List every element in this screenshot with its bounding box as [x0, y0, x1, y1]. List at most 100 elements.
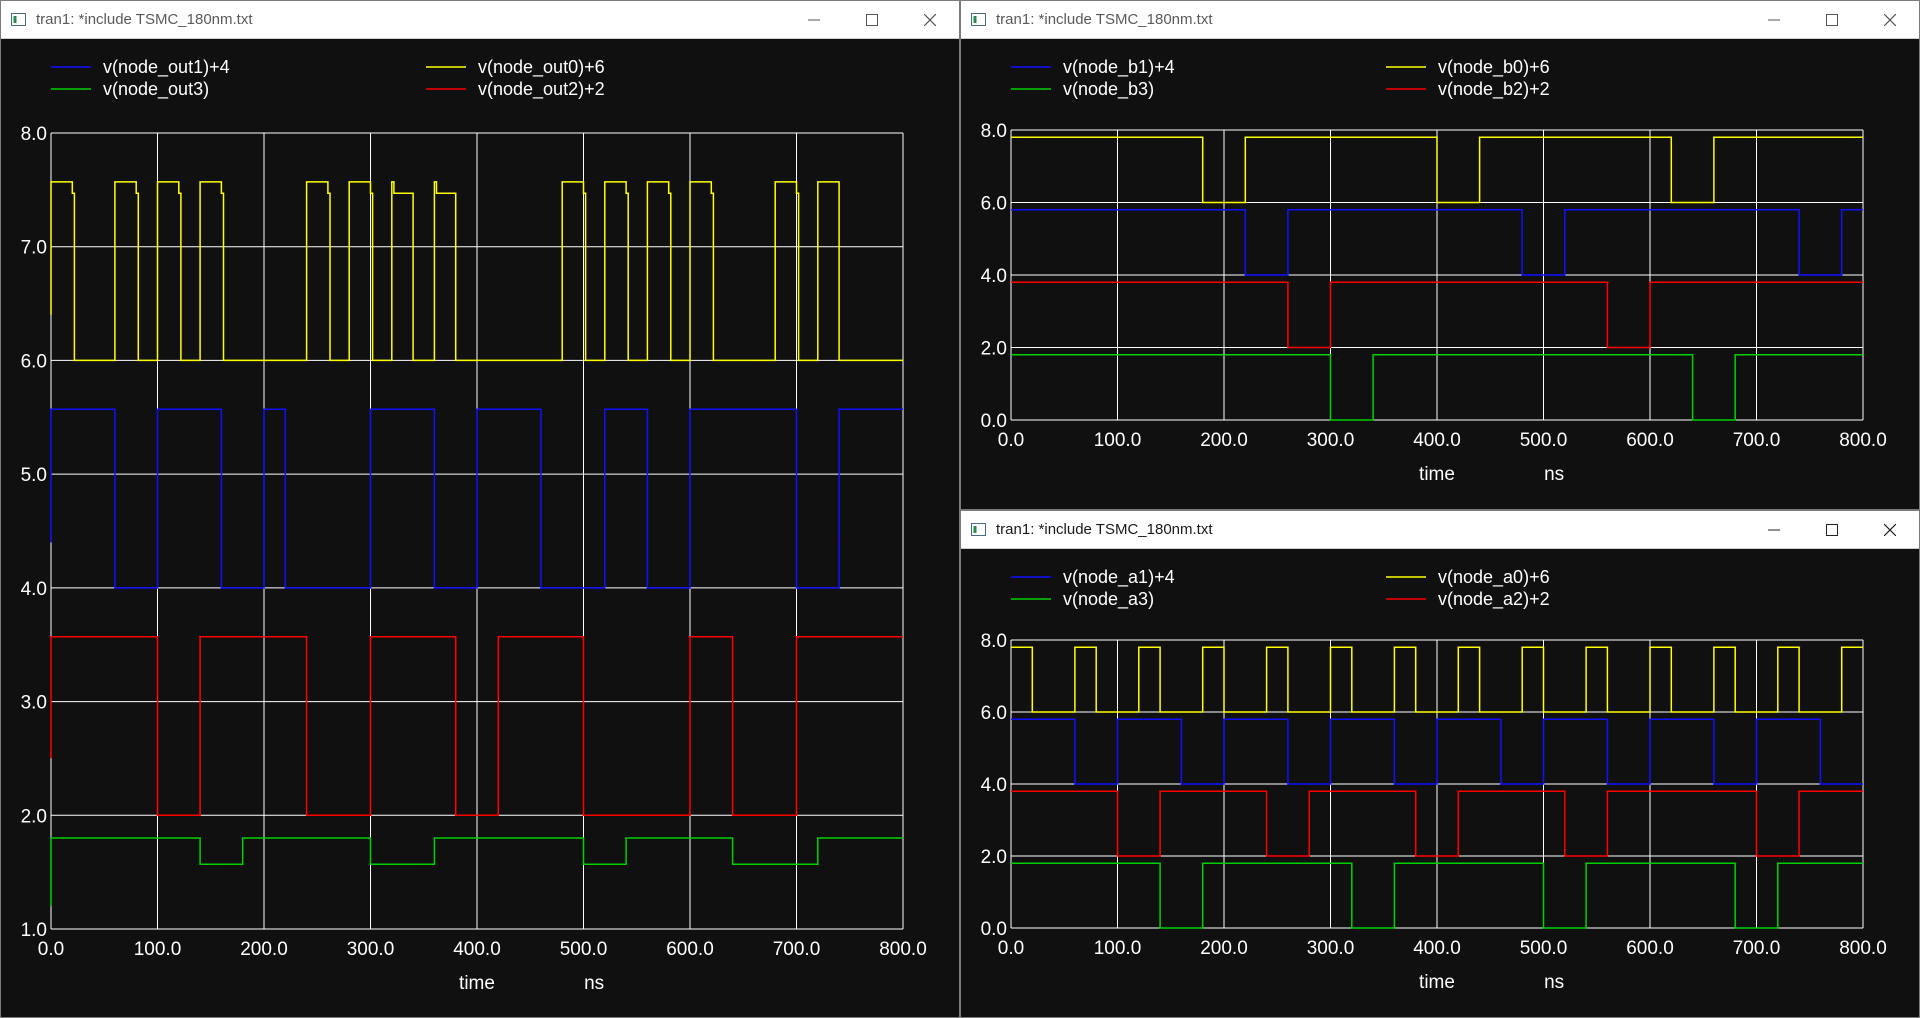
series-v-node-b0-6: [1011, 136, 1863, 204]
series-v-node-out0-6: [50, 181, 903, 362]
waveform-plot[interactable]: v(node_b1)+4 v(node_b0)+6 v(node_b3) v(node…: [961, 39, 1919, 509]
legend-label: v(node_out3): [103, 79, 209, 100]
legend-label: v(node_a2)+2: [1438, 589, 1550, 610]
series-v-node-b2-2: [1011, 281, 1863, 349]
maximize-icon: [1826, 14, 1838, 26]
series-v-node-out3-: [50, 837, 903, 907]
x-tick-label: 0.0: [998, 938, 1024, 959]
y-tick-label: 4.0: [981, 266, 1007, 287]
legend-label: v(node_out0)+6: [478, 57, 605, 78]
waveform-plot[interactable]: v(node_a1)+4 v(node_a0)+6 v(node_a3) v(node…: [961, 549, 1919, 1017]
window-title: tran1: *include TSMC_180nm.txt: [996, 521, 1213, 538]
x-axis-unit: ns: [584, 973, 604, 994]
x-tick-label: 400.0: [453, 939, 501, 960]
waveform-window-bottom-right[interactable]: tran1: *include TSMC_180nm.txt v(node_a1…: [960, 510, 1920, 1018]
close-button[interactable]: [901, 1, 959, 39]
series-v-node-b1-4: [1011, 209, 1863, 276]
title-bar[interactable]: tran1: *include TSMC_180nm.txt: [961, 1, 1919, 39]
plot-area[interactable]: v(node_b1)+4 v(node_b0)+6 v(node_b3) v(node…: [961, 39, 1919, 509]
x-axis-label: time: [459, 973, 495, 994]
y-tick-label: 8.0: [981, 121, 1007, 142]
close-button[interactable]: [1861, 511, 1919, 549]
x-tick-label: 600.0: [1626, 430, 1674, 451]
close-icon: [924, 14, 936, 26]
legend-label: v(node_out2)+2: [478, 79, 605, 100]
x-tick-label: 100.0: [1094, 430, 1142, 451]
series-v-node-a0-6: [1011, 646, 1863, 713]
close-button[interactable]: [1861, 1, 1919, 39]
x-tick-label: 600.0: [666, 939, 714, 960]
y-tick-label: 6.0: [981, 703, 1007, 724]
waveform-plot[interactable]: v(node_out1)+4 v(node_out0)+6 v(node_out3)…: [1, 39, 959, 1017]
x-tick-label: 0.0: [998, 430, 1024, 451]
y-tick-label: 0.0: [981, 919, 1007, 940]
x-tick-label: 700.0: [1733, 938, 1781, 959]
minimize-icon: [1768, 19, 1780, 21]
legend-label: v(node_b2)+2: [1438, 79, 1550, 100]
y-tick-label: 4.0: [981, 775, 1007, 796]
x-tick-label: 300.0: [347, 939, 395, 960]
waveform-window-left[interactable]: tran1: *include TSMC_180nm.txt v(node_ou…: [0, 0, 960, 1018]
y-tick-label: 7.0: [21, 238, 47, 259]
y-tick-label: 6.0: [21, 351, 47, 372]
x-tick-label: 300.0: [1307, 938, 1355, 959]
minimize-icon: [1768, 529, 1780, 531]
x-tick-label: 800.0: [879, 939, 927, 960]
x-tick-label: 500.0: [1520, 430, 1568, 451]
x-tick-label: 700.0: [773, 939, 821, 960]
series-v-node-a1-4: [1011, 718, 1863, 785]
legend-label: v(node_a0)+6: [1438, 567, 1550, 588]
title-bar[interactable]: tran1: *include TSMC_180nm.txt: [961, 511, 1919, 549]
app-icon: [971, 523, 986, 536]
x-tick-label: 200.0: [1200, 430, 1248, 451]
x-tick-label: 200.0: [1200, 938, 1248, 959]
legend-label: v(node_a1)+4: [1063, 567, 1175, 588]
legend-label: v(node_b3): [1063, 79, 1154, 100]
y-tick-label: 8.0: [21, 124, 47, 145]
maximize-button[interactable]: [843, 1, 901, 39]
y-tick-label: 3.0: [21, 693, 47, 714]
legend-label: v(node_b0)+6: [1438, 57, 1550, 78]
x-tick-label: 300.0: [1307, 430, 1355, 451]
app-icon: [971, 13, 986, 26]
maximize-icon: [1826, 524, 1838, 536]
x-tick-label: 0.0: [38, 939, 64, 960]
waveform-window-top-right[interactable]: tran1: *include TSMC_180nm.txt v(node_b1…: [960, 0, 1920, 510]
y-tick-label: 4.0: [21, 579, 47, 600]
series-v-node-a3-: [1011, 862, 1863, 929]
series-v-node-b3-: [1011, 354, 1863, 421]
minimize-button[interactable]: [785, 1, 843, 39]
y-tick-label: 2.0: [981, 339, 1007, 360]
maximize-button[interactable]: [1803, 511, 1861, 549]
maximize-button[interactable]: [1803, 1, 1861, 39]
x-tick-label: 100.0: [1094, 938, 1142, 959]
maximize-icon: [866, 14, 878, 26]
x-tick-label: 700.0: [1733, 430, 1781, 451]
x-axis-label: time: [1419, 972, 1455, 993]
legend-label: v(node_out1)+4: [103, 57, 230, 78]
title-bar[interactable]: tran1: *include TSMC_180nm.txt: [1, 1, 959, 39]
y-tick-label: 5.0: [21, 465, 47, 486]
x-axis-unit: ns: [1544, 464, 1564, 485]
x-axis-unit: ns: [1544, 972, 1564, 993]
app-icon: [11, 13, 26, 26]
minimize-button[interactable]: [1745, 511, 1803, 549]
window-title: tran1: *include TSMC_180nm.txt: [36, 11, 253, 28]
close-icon: [1884, 524, 1896, 536]
x-tick-label: 500.0: [560, 939, 608, 960]
minimize-icon: [808, 19, 820, 21]
x-tick-label: 800.0: [1839, 938, 1887, 959]
plot-area[interactable]: v(node_out1)+4 v(node_out0)+6 v(node_out3)…: [1, 39, 959, 1017]
y-tick-label: 2.0: [981, 847, 1007, 868]
x-tick-label: 800.0: [1839, 430, 1887, 451]
series-v-node-out2-2: [50, 636, 903, 817]
minimize-button[interactable]: [1745, 1, 1803, 39]
plot-area[interactable]: v(node_a1)+4 v(node_a0)+6 v(node_a3) v(node…: [961, 549, 1919, 1017]
y-tick-label: 0.0: [981, 411, 1007, 432]
close-icon: [1884, 14, 1896, 26]
x-axis-label: time: [1419, 464, 1455, 485]
y-tick-label: 2.0: [21, 806, 47, 827]
y-tick-label: 8.0: [981, 631, 1007, 652]
legend-label: v(node_b1)+4: [1063, 57, 1175, 78]
x-tick-label: 200.0: [240, 939, 288, 960]
